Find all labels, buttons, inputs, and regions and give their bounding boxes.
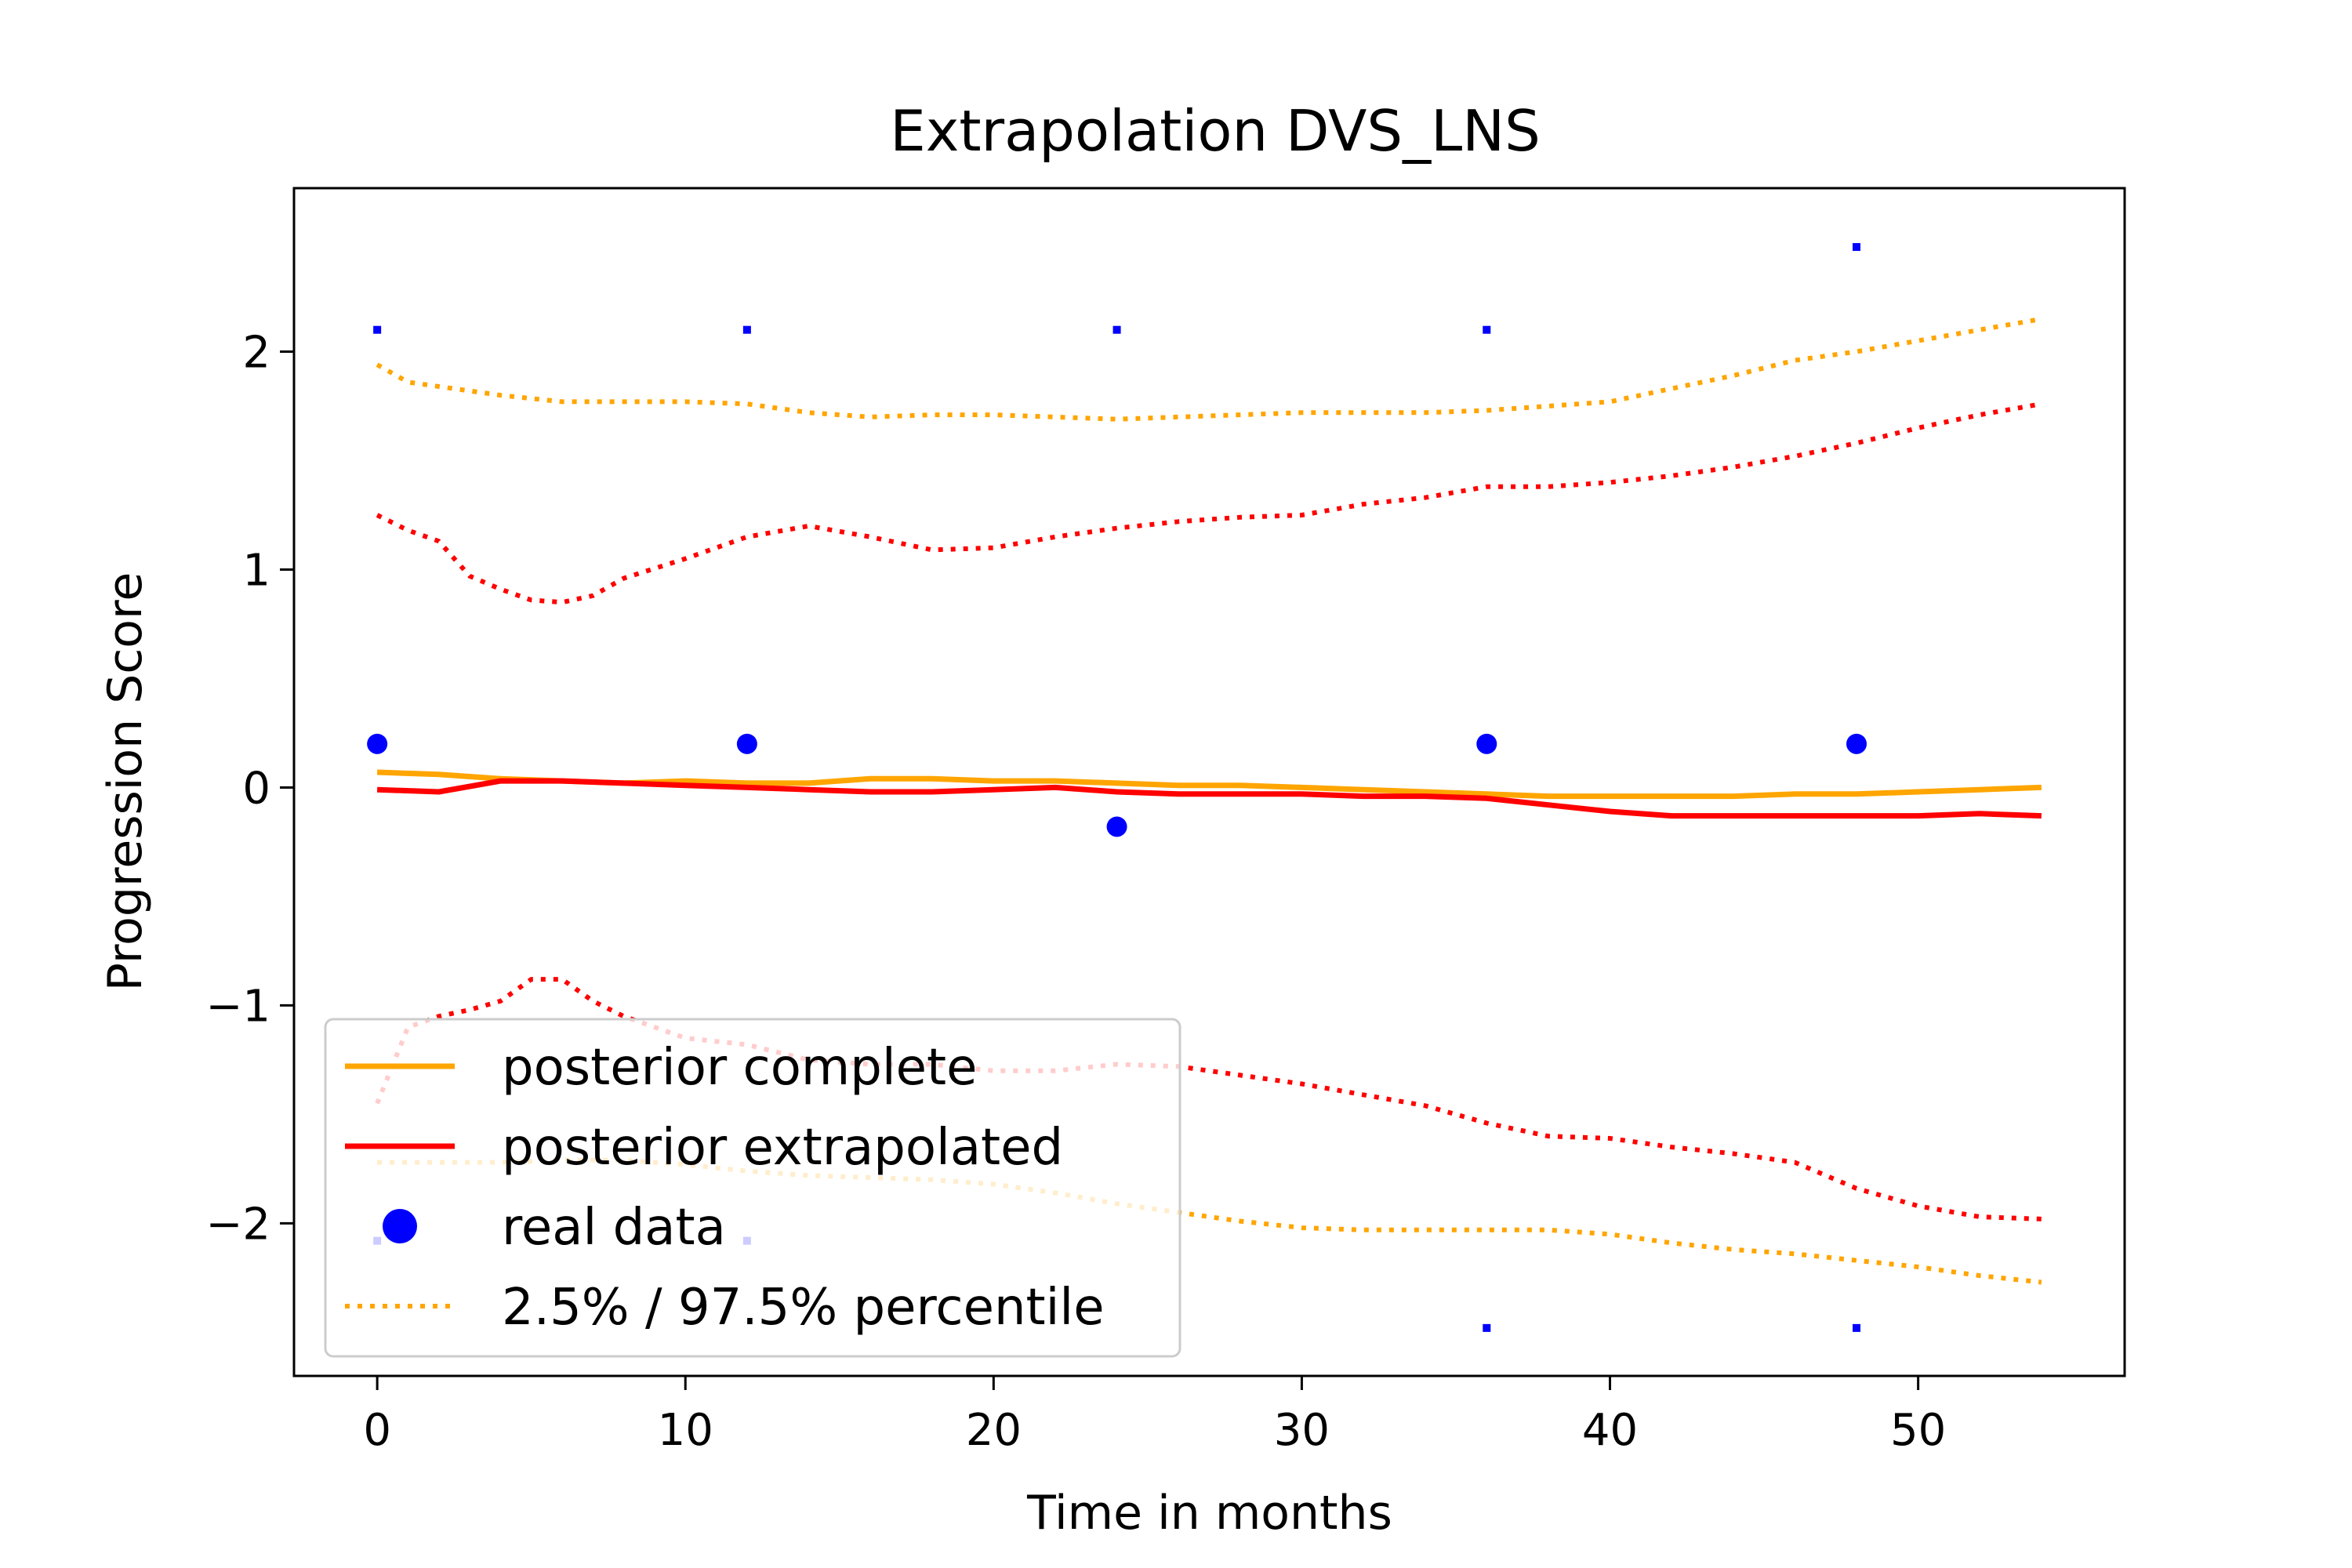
real-data-point-2 xyxy=(1106,816,1127,837)
x-tick-label: 0 xyxy=(363,1405,391,1456)
x-tick-label: 10 xyxy=(658,1405,713,1456)
x-tick-label: 20 xyxy=(966,1405,1022,1456)
x-tick-label: 40 xyxy=(1582,1405,1638,1456)
real-data-small-point-8 xyxy=(1853,1323,1861,1332)
real-data-small-point-0 xyxy=(373,325,382,334)
legend-box xyxy=(324,1018,1181,1358)
real-data-small-point-1 xyxy=(742,325,751,334)
y-tick-label: 0 xyxy=(242,763,270,814)
real-data-point-0 xyxy=(367,733,388,754)
series-line-percentile-band-5-5 xyxy=(375,977,2042,1221)
real-data-point-1 xyxy=(736,733,757,754)
legend-real-data-marker xyxy=(383,1209,417,1243)
real-data-small-point-4 xyxy=(1853,243,1861,252)
chart-title: Extrapolation DVS_LNS xyxy=(890,98,1541,164)
real-data-point-3 xyxy=(1476,733,1497,754)
axis-ticks: 0 10 20 30 40 50 −2 −1 0 1 2 xyxy=(205,327,1946,1456)
legend-label: 2.5% / 97.5% percentile xyxy=(502,1279,1105,1337)
legend: posterior complete posterior extrapolated… xyxy=(324,1018,1181,1358)
x-tick-label: 30 xyxy=(1274,1405,1330,1456)
legend-label: posterior extrapolated xyxy=(502,1119,1063,1177)
x-tick-label: 50 xyxy=(1890,1405,1946,1456)
series-line-posterior-extrapolated-1 xyxy=(376,778,2042,819)
real-data-small-point-2 xyxy=(1112,325,1121,334)
real-data-small-point-7 xyxy=(1483,1323,1491,1332)
y-tick-label: 2 xyxy=(242,327,270,378)
y-tick-label: −1 xyxy=(205,981,270,1032)
x-axis-label: Time in months xyxy=(1026,1486,1392,1541)
y-tick-label: −2 xyxy=(205,1199,270,1250)
legend-label: real data xyxy=(502,1199,726,1257)
y-tick-label: 1 xyxy=(242,545,270,596)
real-data-small-point-3 xyxy=(1483,325,1491,334)
real-data-point-4 xyxy=(1846,733,1867,754)
y-axis-label: Progression Score xyxy=(98,572,153,992)
axes-frame xyxy=(292,187,2126,1377)
legend-label: posterior complete xyxy=(502,1039,977,1097)
